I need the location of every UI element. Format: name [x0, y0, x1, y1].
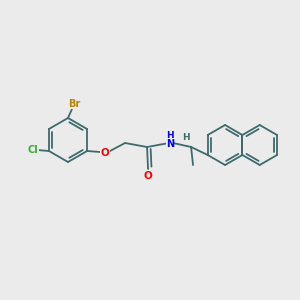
Text: Br: Br [68, 99, 80, 109]
Text: Cl: Cl [28, 145, 38, 155]
Text: O: O [101, 148, 110, 158]
Text: O: O [144, 171, 152, 181]
Text: H: H [182, 133, 190, 142]
Text: H: H [166, 131, 174, 140]
Text: N: N [166, 139, 174, 149]
